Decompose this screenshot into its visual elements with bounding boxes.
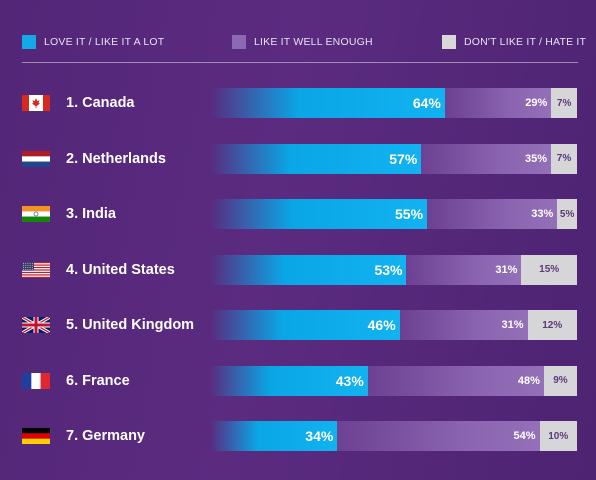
bar-love: 55% <box>210 199 428 229</box>
data-label: 7% <box>556 153 572 164</box>
bar-love: 64% <box>210 88 445 118</box>
data-label: 5% <box>559 208 575 220</box>
bar-love: 34% <box>210 421 338 451</box>
france-flag-icon <box>22 372 50 389</box>
data-label: 54% <box>513 430 536 442</box>
bar-like: 33% <box>427 199 558 229</box>
bar-dont: 10% <box>539 421 577 451</box>
data-label: 12% <box>542 319 563 331</box>
legend-label-dont: DON'T LIKE IT / HATE IT <box>464 36 587 48</box>
canada-flag-icon <box>22 95 50 111</box>
data-label: 7% <box>556 97 572 109</box>
bar-dont: 7% <box>551 88 577 118</box>
bar-like: 54% <box>337 421 540 451</box>
bar-like: 31% <box>406 254 522 285</box>
bar-like: 29% <box>444 88 552 118</box>
bar-love: 46% <box>210 310 400 340</box>
bar-dont: 9% <box>543 365 577 396</box>
legend-label-like: LIKE IT WELL ENOUGH <box>254 36 373 48</box>
data-label: 46% <box>367 317 396 333</box>
data-label: 29% <box>525 97 548 109</box>
legend-item-like: LIKE IT WELL ENOUGH <box>232 34 373 50</box>
bar-like: 31% <box>399 310 528 340</box>
bar-like: 48% <box>367 365 544 396</box>
legend-label-love: LOVE IT / LIKE IT A LOT <box>44 36 165 48</box>
data-label: 35% <box>525 152 548 165</box>
legend-divider <box>22 62 578 63</box>
germany-flag-icon <box>22 428 50 444</box>
bar-dont: 15% <box>521 254 577 285</box>
data-label: 48% <box>517 374 540 387</box>
bar-love: 43% <box>210 365 368 396</box>
data-label: 15% <box>539 264 560 275</box>
bar-love: 57% <box>210 143 422 174</box>
category-label: 5. United Kingdom <box>66 317 195 333</box>
category-label: 7. Germany <box>66 428 145 444</box>
data-label: 9% <box>553 375 568 386</box>
legend-item-love: LOVE IT / LIKE IT A LOT <box>22 34 164 50</box>
data-label: 33% <box>531 208 554 220</box>
india-flag-icon <box>22 206 50 222</box>
data-label: 31% <box>495 263 518 276</box>
category-label: 4. United States <box>66 261 175 278</box>
data-label: 43% <box>335 372 364 389</box>
bar-dont: 5% <box>557 199 577 229</box>
category-label: 3. India <box>66 206 116 222</box>
data-label: 55% <box>395 206 424 222</box>
uk-flag-icon <box>22 317 50 333</box>
category-label: 2. Netherlands <box>66 150 166 167</box>
data-label: 53% <box>374 261 403 278</box>
bar-dont: 12% <box>527 310 577 340</box>
legend-item-dont: DON'T LIKE IT / HATE IT <box>442 34 586 50</box>
data-label: 31% <box>501 319 524 331</box>
data-label: 57% <box>389 150 418 167</box>
legend-swatch-like <box>232 35 246 49</box>
usa-flag-icon <box>22 261 50 278</box>
category-label: 6. France <box>66 372 130 389</box>
bar-dont: 7% <box>551 143 577 174</box>
legend-swatch-dont <box>442 35 456 49</box>
data-label: 64% <box>412 95 441 111</box>
legend-swatch-love <box>22 35 36 49</box>
data-label: 10% <box>548 430 569 442</box>
bar-like: 35% <box>421 143 552 174</box>
data-label: 34% <box>305 428 334 444</box>
netherlands-flag-icon <box>22 150 50 167</box>
bar-love: 53% <box>210 254 407 285</box>
category-label: 1. Canada <box>66 95 135 111</box>
